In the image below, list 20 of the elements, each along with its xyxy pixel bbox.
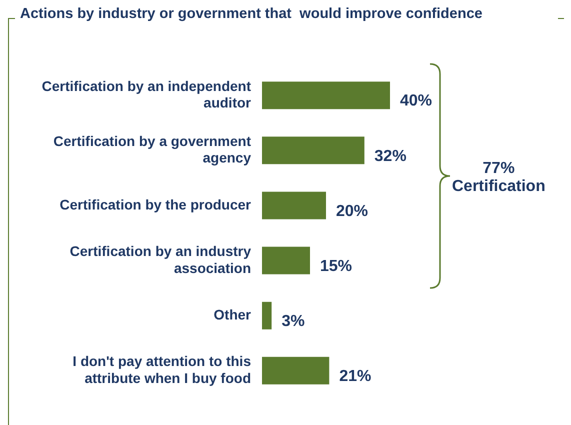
bar (262, 136, 364, 164)
y-tick-label: Certification by the producer (60, 196, 252, 212)
chart-title: Actions by industry or government that would improve confidence (20, 6, 482, 22)
data-label: 21% (339, 368, 372, 386)
text: 77% Certification (452, 160, 546, 196)
data-label: 3% (282, 313, 305, 330)
bar (262, 82, 390, 110)
y-tick-label: Other (214, 306, 252, 322)
bar (262, 246, 310, 274)
data-label: 15% (320, 258, 352, 275)
bar (262, 302, 272, 330)
bar (262, 356, 330, 384)
y-tick-label: Certification by an industry association (70, 242, 252, 276)
data-label: 32% (374, 148, 406, 165)
bar (262, 192, 326, 220)
y-tick-label: I don't pay attention to this attribute when I buy food (72, 353, 252, 386)
data-label: 20% (336, 202, 368, 220)
data-label: 40% (400, 92, 432, 110)
y-tick-label: Certification by a government agency (53, 132, 252, 166)
y-tick-label: Certification by an independent auditor (42, 78, 252, 111)
